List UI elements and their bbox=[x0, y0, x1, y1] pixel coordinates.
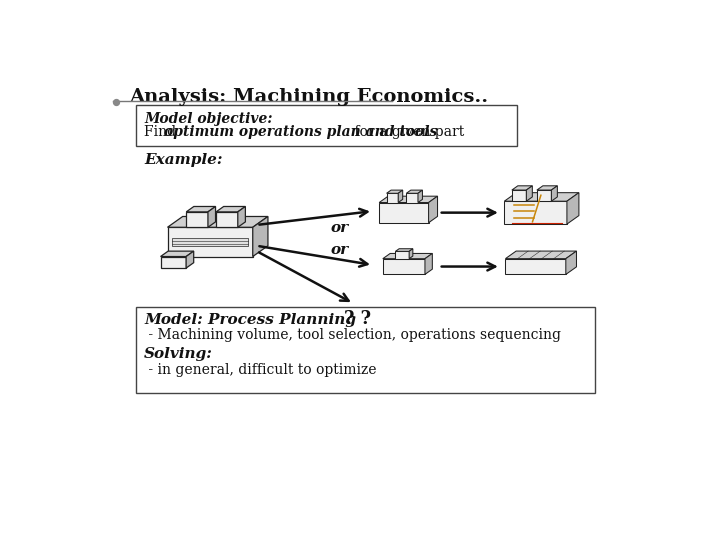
Polygon shape bbox=[567, 193, 579, 224]
Text: Find: Find bbox=[144, 125, 181, 139]
Point bbox=[111, 97, 122, 106]
Polygon shape bbox=[379, 196, 438, 202]
Polygon shape bbox=[505, 251, 577, 259]
Polygon shape bbox=[168, 217, 268, 227]
Polygon shape bbox=[526, 186, 532, 201]
Polygon shape bbox=[512, 186, 532, 190]
FancyBboxPatch shape bbox=[136, 105, 517, 146]
Polygon shape bbox=[566, 251, 577, 274]
Polygon shape bbox=[186, 251, 194, 268]
Polygon shape bbox=[395, 249, 413, 251]
Polygon shape bbox=[406, 190, 423, 193]
Text: or: or bbox=[330, 242, 348, 256]
Text: Analysis: Machining Economics..: Analysis: Machining Economics.. bbox=[129, 88, 488, 106]
Polygon shape bbox=[387, 190, 402, 193]
Polygon shape bbox=[383, 253, 432, 259]
Text: or: or bbox=[330, 221, 348, 235]
Text: Solving:: Solving: bbox=[144, 347, 213, 361]
Polygon shape bbox=[409, 249, 413, 259]
Polygon shape bbox=[161, 251, 194, 256]
Text: - Machining volume, tool selection, operations sequencing: - Machining volume, tool selection, oper… bbox=[144, 328, 562, 342]
Polygon shape bbox=[208, 206, 215, 227]
Polygon shape bbox=[425, 253, 432, 274]
Polygon shape bbox=[395, 251, 409, 259]
Polygon shape bbox=[238, 206, 246, 227]
Polygon shape bbox=[504, 201, 567, 224]
Polygon shape bbox=[186, 206, 215, 212]
FancyBboxPatch shape bbox=[136, 307, 595, 393]
Polygon shape bbox=[379, 202, 428, 222]
Polygon shape bbox=[537, 190, 552, 201]
Text: Model: Process Planning: Model: Process Planning bbox=[144, 313, 356, 327]
Text: Example:: Example: bbox=[144, 153, 222, 167]
Text: optimum operations plan and tools: optimum operations plan and tools bbox=[163, 125, 437, 139]
Polygon shape bbox=[418, 190, 423, 202]
Polygon shape bbox=[253, 217, 268, 256]
Polygon shape bbox=[504, 193, 579, 201]
Polygon shape bbox=[383, 259, 425, 274]
Text: - in general, difficult to optimize: - in general, difficult to optimize bbox=[144, 363, 377, 377]
Text: ? ?: ? ? bbox=[344, 309, 371, 328]
Polygon shape bbox=[161, 256, 186, 268]
Text: Model objective:: Model objective: bbox=[144, 112, 273, 126]
Polygon shape bbox=[186, 212, 208, 227]
Polygon shape bbox=[216, 212, 238, 227]
Polygon shape bbox=[512, 190, 526, 201]
Polygon shape bbox=[387, 193, 398, 202]
Text: for a given part: for a given part bbox=[350, 125, 464, 139]
Polygon shape bbox=[537, 186, 557, 190]
Polygon shape bbox=[216, 206, 246, 212]
Polygon shape bbox=[406, 193, 418, 202]
Polygon shape bbox=[505, 259, 566, 274]
Polygon shape bbox=[172, 238, 248, 246]
Polygon shape bbox=[428, 196, 438, 222]
Polygon shape bbox=[552, 186, 557, 201]
Polygon shape bbox=[168, 227, 253, 256]
Polygon shape bbox=[398, 190, 402, 202]
